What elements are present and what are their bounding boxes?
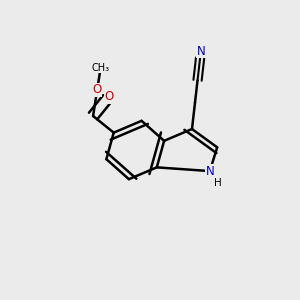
Text: N: N <box>206 165 214 178</box>
Text: O: O <box>104 90 113 103</box>
Text: H: H <box>214 178 222 188</box>
Text: CH₃: CH₃ <box>92 63 110 73</box>
Text: N: N <box>196 45 205 58</box>
Text: O: O <box>93 83 102 96</box>
